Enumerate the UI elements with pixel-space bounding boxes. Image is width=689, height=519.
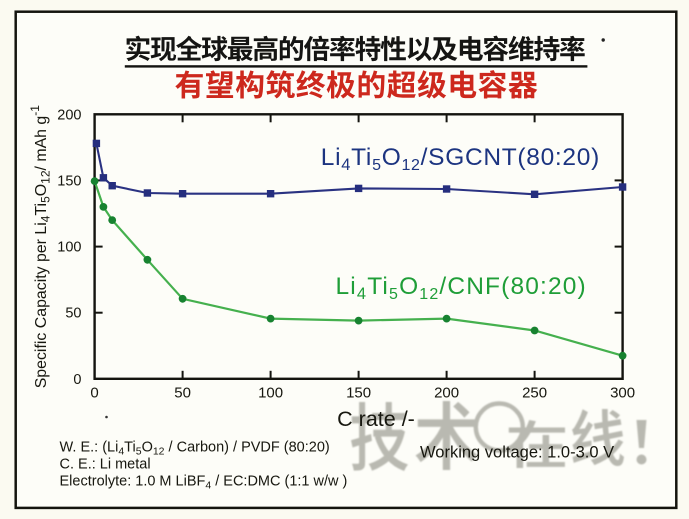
svg-text:50: 50 xyxy=(174,385,191,402)
svg-text:Li4Ti5O12/CNF(80:20): Li4Ti5O12/CNF(80:20) xyxy=(336,273,587,303)
svg-text:150: 150 xyxy=(57,173,81,189)
svg-text:250: 250 xyxy=(522,385,547,402)
svg-text:C. E.: Li metal: C. E.: Li metal xyxy=(60,457,151,473)
svg-text:0: 0 xyxy=(90,385,98,402)
svg-text:300: 300 xyxy=(610,385,635,402)
svg-text:100: 100 xyxy=(258,385,283,402)
svg-text:C rate /-: C rate /- xyxy=(337,407,415,431)
svg-text:Electrolyte: 1.0 M LiBF4 / EC:: Electrolyte: 1.0 M LiBF4 / EC:DMC (1:1 w… xyxy=(60,474,348,492)
svg-text:Specific Capacity per Li4Ti5O1: Specific Capacity per Li4Ti5O12/ mAh g-1 xyxy=(28,105,53,389)
svg-text:Li4Ti5O12/SGCNT(80:20): Li4Ti5O12/SGCNT(80:20) xyxy=(321,144,600,174)
svg-text:200: 200 xyxy=(57,107,81,123)
svg-text:50: 50 xyxy=(65,306,81,322)
svg-text:W. E.: (Li4Ti5O12 / Carbon) /: W. E.: (Li4Ti5O12 / Carbon) / PVDF (80:2… xyxy=(60,440,330,458)
svg-text:0: 0 xyxy=(73,372,81,388)
svg-text:Working voltage: 1.0-3.0 V: Working voltage: 1.0-3.0 V xyxy=(420,444,614,462)
svg-text:150: 150 xyxy=(346,385,371,402)
svg-text:100: 100 xyxy=(57,240,81,256)
svg-text:200: 200 xyxy=(434,385,459,402)
